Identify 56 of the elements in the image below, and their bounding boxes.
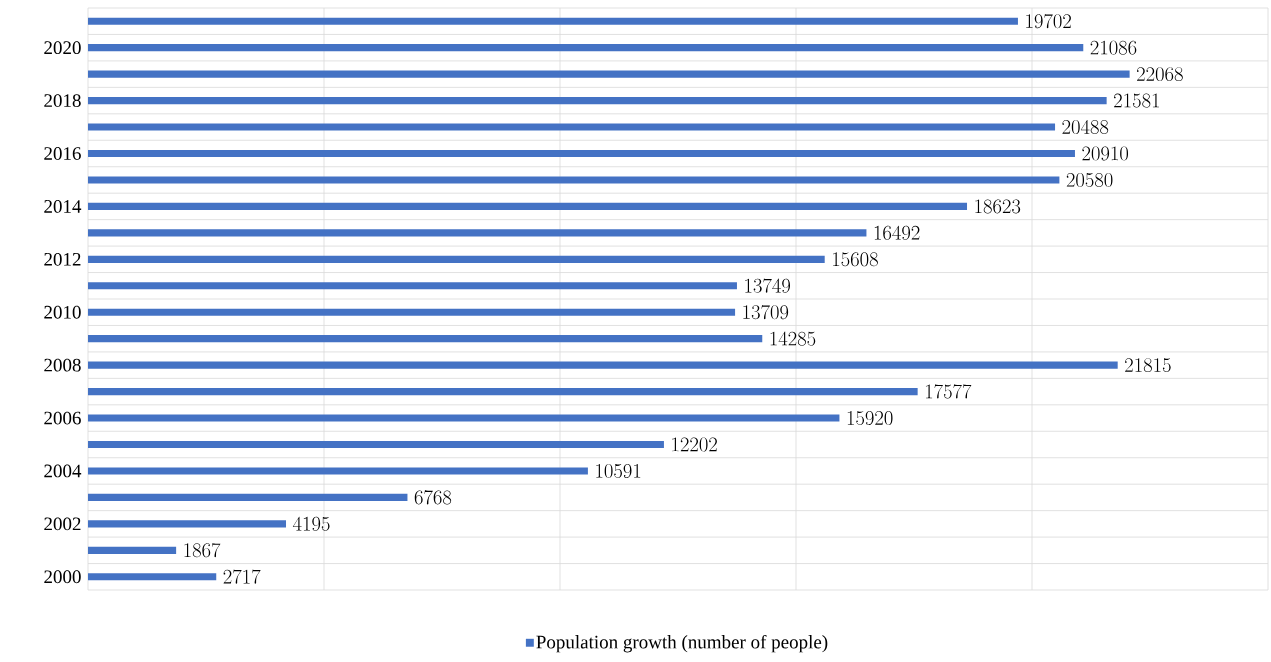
data-label: 20910 [1082,146,1129,161]
bar [88,17,1018,25]
data-label: 15608 [833,252,878,267]
bar [88,414,840,422]
y-tick-label: 2010 [44,305,81,319]
bar [88,149,1075,158]
data-label: 12202 [672,437,717,452]
data-label: 21815 [1125,358,1171,373]
data-label: 6768 [414,490,452,505]
y-tick-label: 2012 [44,252,81,266]
bar [88,308,736,316]
data-label: 21581 [1114,93,1159,108]
data-label: 10591 [596,463,641,478]
y-tick-label: 2016 [44,147,81,160]
data-label: 15920 [847,411,893,426]
bar [88,388,918,396]
y-tick-label: 2020 [44,41,81,55]
data-label: 14285 [770,331,816,346]
data-label: 16492 [874,225,920,240]
bar [88,44,1084,52]
y-tick-label: 2006 [44,411,81,425]
bar [88,546,177,554]
bar [88,255,825,263]
bar [88,440,664,449]
bar [88,70,1130,78]
bar [88,202,968,210]
data-label: 19702 [1026,13,1071,29]
bar [88,361,1118,369]
data-label: 18623 [975,199,1021,214]
y-tick-label: 2018 [44,94,81,107]
bar [88,123,1056,131]
bar [88,176,1060,184]
y-tick-label: 2002 [44,517,81,531]
bar [88,573,217,581]
bar [88,229,867,237]
bar [88,335,763,343]
data-label: 4195 [292,516,330,531]
y-tick-label: 2004 [44,464,82,478]
bar [88,97,1107,105]
data-label: 1867 [184,542,221,558]
y-tick-label: 2014 [44,199,82,213]
bar [88,467,588,475]
bar [88,520,287,528]
data-label: 20580 [1066,172,1113,187]
bar [88,282,737,290]
data-label: 13709 [743,304,789,320]
data-label: 2717 [223,569,261,584]
legend-label: Population growth (number of people) [536,634,828,653]
bar [88,493,408,501]
y-tick-label: 2000 [44,570,81,584]
data-label: 17577 [925,384,972,399]
data-label: 22068 [1137,67,1183,82]
y-tick-label: 2008 [44,358,81,372]
data-label: 21086 [1090,40,1137,55]
data-label: 13749 [745,278,791,293]
data-label: 20488 [1062,119,1109,135]
